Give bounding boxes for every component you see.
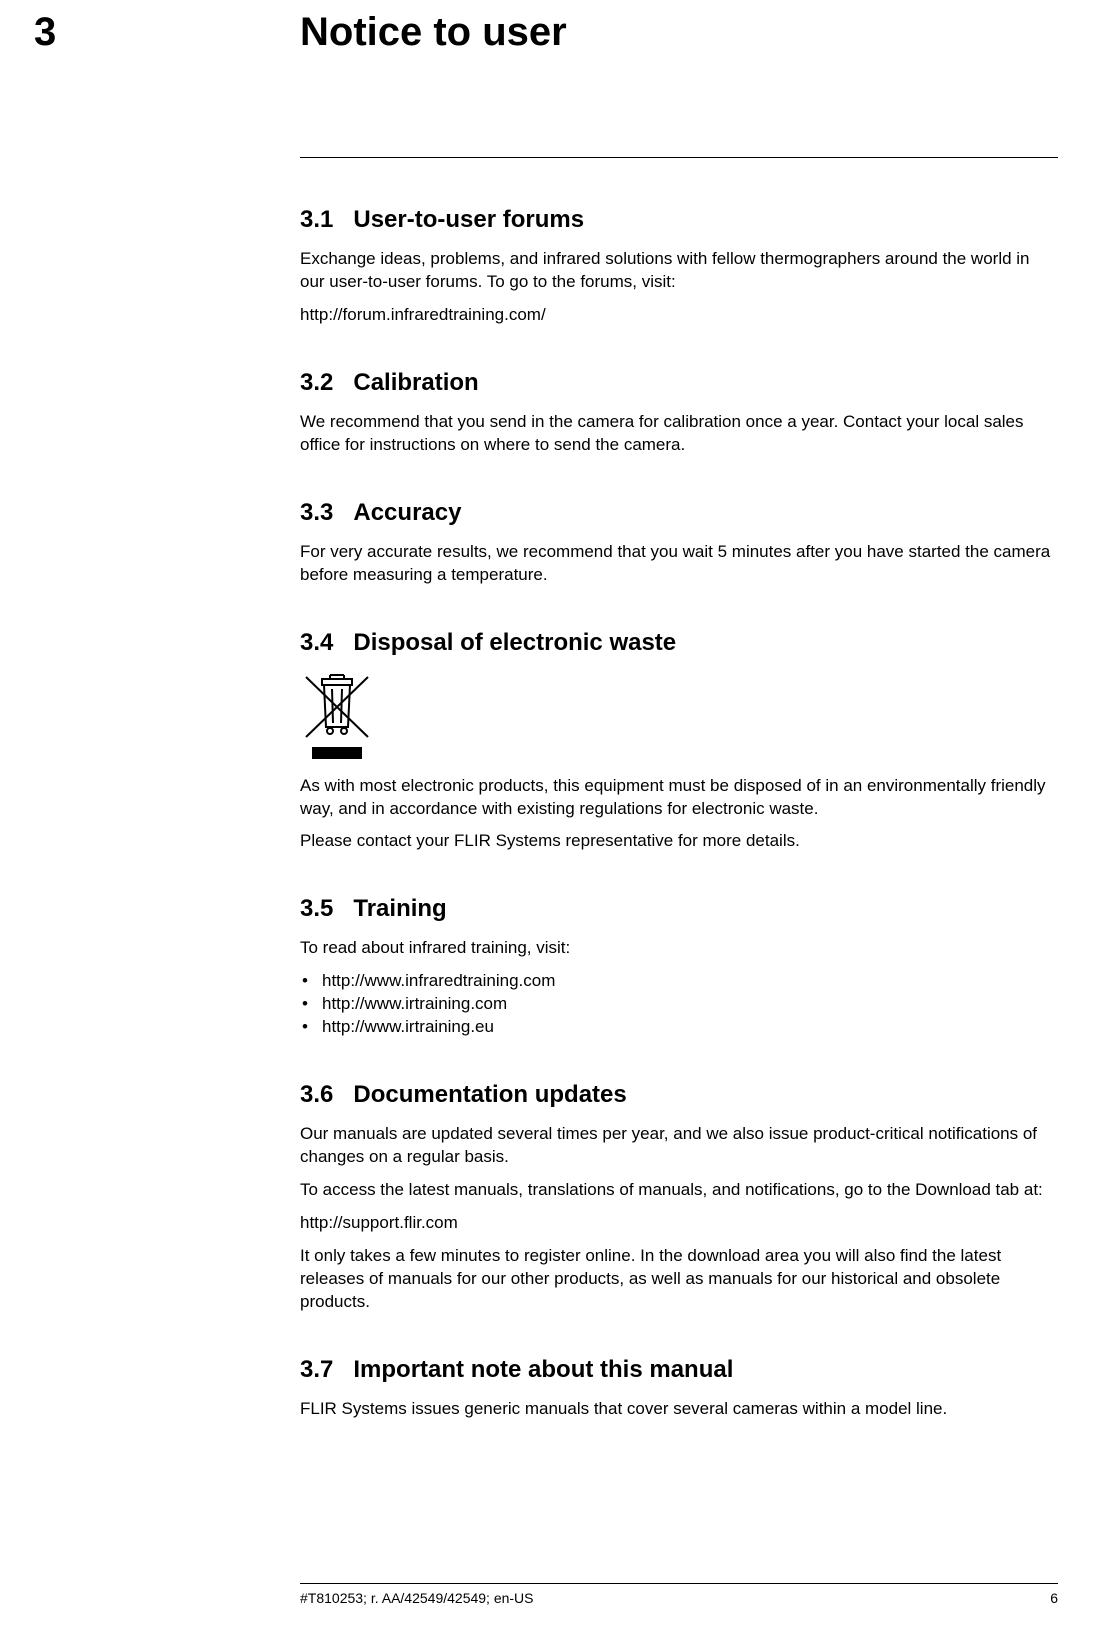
- body-text: To read about infrared training, visit:: [300, 937, 1058, 960]
- body-text: As with most electronic products, this e…: [300, 775, 1058, 821]
- page-footer: #T810253; r. AA/42549/42549; en-US 6: [300, 1583, 1058, 1606]
- section-title: Important note about this manual: [353, 1356, 733, 1383]
- footer-rule: [300, 1583, 1058, 1584]
- body-text: We recommend that you send in the camera…: [300, 411, 1058, 457]
- horizontal-rule: [300, 157, 1058, 158]
- section-title: Training: [353, 895, 446, 922]
- section-heading-3-3: 3.3 Accuracy: [300, 499, 1058, 527]
- training-links-list: http://www.infraredtraining.com http://w…: [300, 970, 1058, 1039]
- section-number: 3.6: [300, 1081, 333, 1109]
- body-text: Please contact your FLIR Systems represe…: [300, 830, 1058, 853]
- body-text: To access the latest manuals, translatio…: [300, 1179, 1058, 1202]
- section-title: Documentation updates: [353, 1081, 626, 1108]
- body-text: Our manuals are updated several times pe…: [300, 1123, 1058, 1169]
- section-heading-3-7: 3.7 Important note about this manual: [300, 1356, 1058, 1384]
- body-text: http://forum.infraredtraining.com/: [300, 304, 1058, 327]
- list-item: http://www.infraredtraining.com: [300, 970, 1058, 993]
- section-number: 3.7: [300, 1356, 333, 1384]
- section-number: 3.2: [300, 369, 333, 397]
- list-item: http://www.irtraining.com: [300, 993, 1058, 1016]
- chapter-number: 3: [0, 10, 300, 55]
- weee-icon: [300, 671, 1058, 759]
- weee-bar: [312, 747, 362, 759]
- section-heading-3-5: 3.5 Training: [300, 895, 1058, 923]
- section-title: Disposal of electronic waste: [353, 629, 676, 656]
- body-text: FLIR Systems issues generic manuals that…: [300, 1398, 1058, 1421]
- section-title: Calibration: [353, 369, 478, 396]
- section-heading-3-6: 3.6 Documentation updates: [300, 1081, 1058, 1109]
- section-number: 3.5: [300, 895, 333, 923]
- footer-page-number: 6: [1050, 1590, 1058, 1606]
- body-text: http://support.flir.com: [300, 1212, 1058, 1235]
- section-number: 3.4: [300, 629, 333, 657]
- section-heading-3-4: 3.4 Disposal of electronic waste: [300, 629, 1058, 657]
- body-text: Exchange ideas, problems, and infrared s…: [300, 248, 1058, 294]
- list-item: http://www.irtraining.eu: [300, 1016, 1058, 1039]
- section-number: 3.3: [300, 499, 333, 527]
- section-title: User-to-user forums: [353, 206, 584, 233]
- section-title: Accuracy: [353, 499, 461, 526]
- section-number: 3.1: [300, 206, 333, 234]
- chapter-title: Notice to user: [300, 10, 567, 55]
- body-text: It only takes a few minutes to register …: [300, 1245, 1058, 1314]
- body-text: For very accurate results, we recommend …: [300, 541, 1058, 587]
- section-heading-3-2: 3.2 Calibration: [300, 369, 1058, 397]
- section-heading-3-1: 3.1 User-to-user forums: [300, 206, 1058, 234]
- footer-doc-id: #T810253; r. AA/42549/42549; en-US: [300, 1590, 534, 1606]
